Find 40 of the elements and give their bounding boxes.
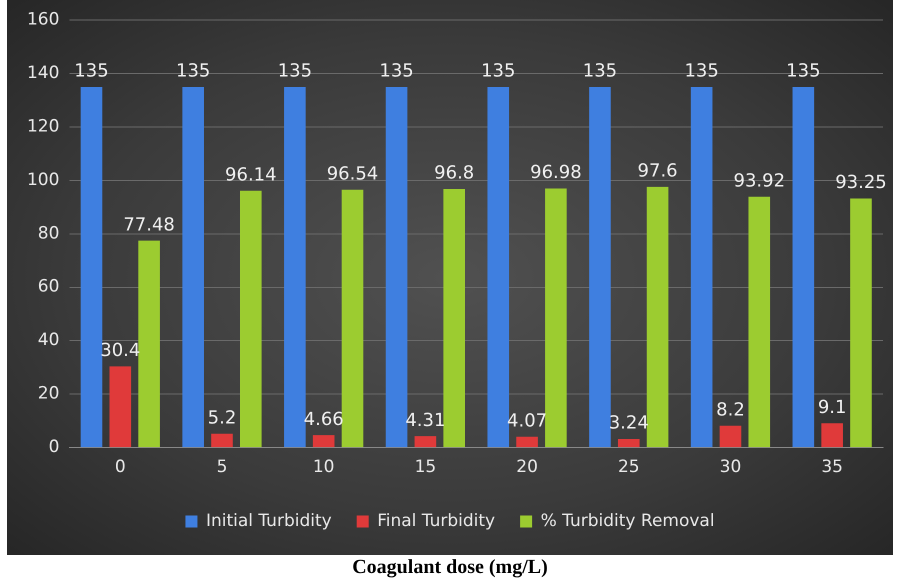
x-tick-label: 0 <box>114 457 126 478</box>
x-tick-label: 5 <box>216 457 228 478</box>
data-label: 135 <box>582 60 618 82</box>
data-label: 135 <box>176 60 210 82</box>
x-axis-title: Coagulant dose (mg/L) <box>351 556 549 579</box>
data-label: 135 <box>786 60 821 82</box>
y-tick-label: 60 <box>38 276 60 297</box>
data-label: 96.54 <box>326 163 378 184</box>
data-label: 135 <box>379 60 414 82</box>
data-label: 135 <box>684 60 719 82</box>
data-label: 96.98 <box>530 162 582 184</box>
x-tick-label: 25 <box>618 457 640 478</box>
data-label: 9.1 <box>818 396 846 418</box>
legend-label: Initial Turbidity <box>206 510 332 531</box>
data-label: 8.2 <box>716 399 745 420</box>
y-tick-label: 160 <box>26 10 60 30</box>
data-label: 96.8 <box>434 162 474 184</box>
y-tick-label: 100 <box>26 170 60 190</box>
x-tick-label: 10 <box>312 457 335 478</box>
legend-label: Final Turbidity <box>377 510 496 531</box>
data-label: 135 <box>278 60 312 82</box>
legend-label: % Turbidity Removal <box>540 510 715 531</box>
x-tick-label: 30 <box>720 457 742 478</box>
data-label: 5.2 <box>208 407 236 428</box>
data-label: 77.48 <box>123 214 175 236</box>
data-label: 93.25 <box>835 172 887 194</box>
y-tick-label: 120 <box>26 116 60 136</box>
y-tick-label: 40 <box>38 330 60 350</box>
data-label: 93.92 <box>734 170 786 192</box>
y-tick-label: 140 <box>26 63 60 84</box>
y-tick-label: 0 <box>48 437 60 458</box>
data-label: 97.6 <box>638 160 678 182</box>
x-tick-label: 35 <box>821 457 843 478</box>
y-tick-label: 80 <box>38 223 60 244</box>
data-label: 135 <box>74 60 109 82</box>
x-tick-label: 15 <box>414 457 436 478</box>
data-label: 135 <box>481 60 516 82</box>
x-tick-label: 20 <box>516 457 538 478</box>
y-tick-label: 20 <box>38 384 60 404</box>
data-label: 96.14 <box>225 164 277 186</box>
